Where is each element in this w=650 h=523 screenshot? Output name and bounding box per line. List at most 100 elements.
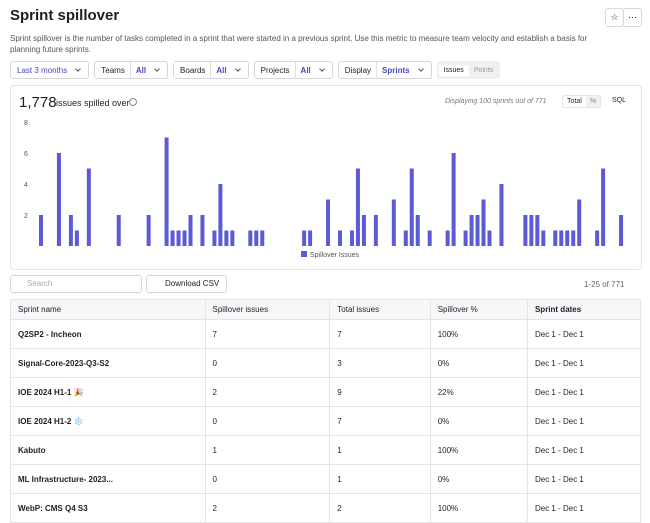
cell: Dec 1 - Dec 1 xyxy=(526,348,642,378)
mode-option[interactable]: Points xyxy=(473,66,494,74)
filter-label: Boards xyxy=(180,65,206,75)
filter-value: Sprints xyxy=(382,65,410,75)
bar xyxy=(427,230,432,246)
cell: Q2SP2 - Incheon xyxy=(10,319,206,349)
column-header[interactable]: Spillover issues xyxy=(204,299,331,320)
cell: 0 xyxy=(204,464,331,494)
cell: 100% xyxy=(429,319,528,349)
bar xyxy=(445,230,450,246)
bar xyxy=(248,230,253,246)
cell: 7 xyxy=(204,319,331,349)
cell: 1 xyxy=(204,435,331,465)
y-tick-label: 2 xyxy=(24,213,28,220)
cell: ML Infrastructure- 2023... xyxy=(10,464,206,494)
bar xyxy=(182,230,187,246)
bar xyxy=(415,215,420,246)
cell: 100% xyxy=(429,435,528,465)
more-button[interactable]: ⋯ xyxy=(623,8,642,27)
table-row[interactable]: Q2SP2 - Incheon 7 7 100% Dec 1 - Dec 1 xyxy=(10,319,642,349)
table-row[interactable]: IOE 2024 H1-1 🎉 2 9 22% Dec 1 - Dec 1 xyxy=(10,377,642,407)
cell: 9 xyxy=(329,377,431,407)
cell: 0% xyxy=(429,406,528,436)
bar xyxy=(535,215,540,246)
mode-option[interactable]: Issues xyxy=(438,64,469,76)
bar xyxy=(601,168,606,246)
column-header[interactable]: Spillover % xyxy=(429,299,528,320)
filter-label: Last 3 months xyxy=(17,65,68,75)
filter-value: All xyxy=(216,65,227,75)
bar xyxy=(39,215,43,246)
chart: 2 4 6 8 Spillover Issues xyxy=(24,120,624,259)
cell: 0% xyxy=(429,348,528,378)
bar xyxy=(361,215,366,246)
cell: Dec 1 - Dec 1 xyxy=(526,406,642,436)
bar xyxy=(218,184,223,246)
sql-button[interactable]: SQL xyxy=(612,97,627,104)
info-icon[interactable] xyxy=(129,98,137,106)
bar xyxy=(326,199,331,246)
bar xyxy=(463,230,468,246)
bar xyxy=(74,230,79,246)
table-row[interactable]: ML Infrastructure- 2023... 0 1 0% Dec 1 - De… xyxy=(10,464,642,494)
cell: 7 xyxy=(329,406,431,436)
bar xyxy=(260,230,265,246)
table-row[interactable]: Kabuto 1 1 100% Dec 1 - Dec 1 xyxy=(10,435,642,465)
filter[interactable]: Display Sprints xyxy=(337,61,432,79)
column-header[interactable]: Total issues xyxy=(329,299,431,320)
filters: Last 3 months Teams All Boards All Projects Al… xyxy=(10,61,501,79)
cell: 2 xyxy=(329,493,431,523)
bar xyxy=(475,215,480,246)
column-header[interactable]: Sprint dates xyxy=(526,299,642,320)
search-box[interactable]: Search xyxy=(10,275,142,293)
star-button[interactable]: ☆ xyxy=(605,8,624,27)
download-button[interactable]: Download CSV xyxy=(146,275,228,293)
table-row[interactable]: WebP: CMS Q4 S3 2 2 100% Dec 1 - Dec 1 xyxy=(10,493,642,523)
bar xyxy=(571,230,576,246)
cell: Dec 1 - Dec 1 xyxy=(526,464,642,494)
table-row[interactable]: Signal-Core-2023-Q3-S2 0 3 0% Dec 1 - Dec 1 xyxy=(10,348,642,378)
toggle-total[interactable]: Total xyxy=(567,98,582,105)
summary-count: 1,778 xyxy=(19,94,57,111)
sep xyxy=(376,62,378,78)
pagination: 1-25 of 771 xyxy=(584,280,625,289)
toggle-percent[interactable]: % xyxy=(585,96,601,107)
cell: 22% xyxy=(429,377,528,407)
bar xyxy=(116,215,121,246)
filter-value: All xyxy=(135,65,147,75)
cell: IOE 2024 H1-2 ❄️ xyxy=(10,406,206,436)
bar xyxy=(68,215,73,246)
filter-label: Display xyxy=(344,65,372,75)
bar xyxy=(302,230,307,246)
table-row[interactable]: IOE 2024 H1-2 ❄️ 0 7 0% Dec 1 - Dec 1 xyxy=(10,406,642,436)
bar xyxy=(373,215,378,246)
filter[interactable]: Projects All xyxy=(253,61,333,79)
page-title: Sprint spillover xyxy=(10,7,120,24)
bar xyxy=(212,230,217,246)
filter[interactable]: Teams All xyxy=(94,61,169,79)
bar xyxy=(409,168,414,246)
chevron xyxy=(318,66,325,72)
filter[interactable]: Boards All xyxy=(173,61,249,79)
filter[interactable]: Last 3 months xyxy=(10,61,90,79)
bar xyxy=(481,199,486,246)
cell: WebP: CMS Q4 S3 xyxy=(10,493,206,523)
chevron xyxy=(417,66,424,72)
legend-label: Spillover Issues xyxy=(310,252,360,259)
cell: IOE 2024 H1-1 🎉 xyxy=(10,377,206,407)
column-header[interactable]: Sprint name xyxy=(10,299,206,320)
bar xyxy=(176,230,181,246)
summary-note: Displaying 100 sprints out of 771 xyxy=(445,98,547,105)
chart-card: 1,778 issues spilled over Displaying 100… xyxy=(10,85,642,270)
bar xyxy=(164,137,169,246)
cell: Signal-Core-2023-Q3-S2 xyxy=(10,348,206,378)
download-label: Download CSV xyxy=(165,279,220,288)
cell: Kabuto xyxy=(10,435,206,465)
cell: 7 xyxy=(329,319,431,349)
bar xyxy=(595,230,600,246)
cell: 100% xyxy=(429,493,528,523)
bar xyxy=(254,230,259,246)
bar xyxy=(170,230,175,246)
bar xyxy=(391,199,396,246)
cell: 0 xyxy=(204,348,331,378)
cell: Dec 1 - Dec 1 xyxy=(526,377,642,407)
